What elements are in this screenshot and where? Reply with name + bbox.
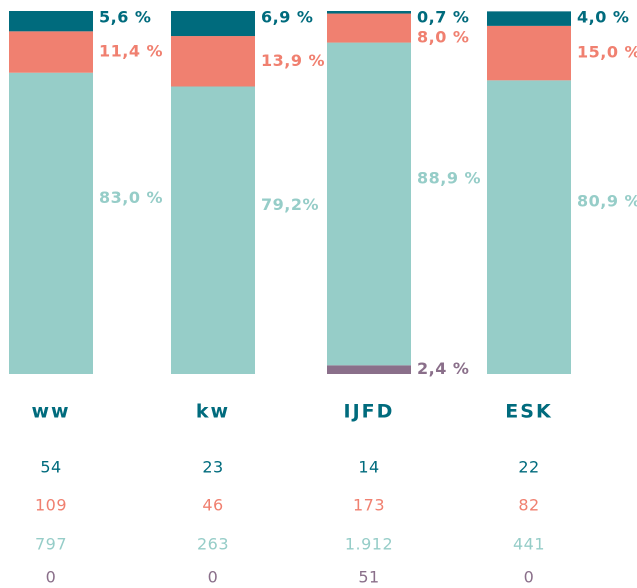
count-label: 0	[208, 568, 219, 587]
count-label: 1.912	[345, 535, 393, 554]
count-label: 263	[197, 535, 229, 554]
value-label: 83,0 %	[99, 188, 163, 207]
count-label: 797	[35, 535, 67, 554]
bar-segment	[327, 13, 411, 43]
value-label: 80,9 %	[577, 192, 637, 211]
count-label: 14	[358, 458, 379, 477]
value-label: 13,9 %	[261, 51, 325, 70]
category-label: ww	[31, 401, 70, 423]
value-label: 6,9 %	[261, 8, 313, 27]
value-label: 0,7 %	[417, 8, 469, 27]
bar-segment	[487, 80, 571, 374]
value-label: 88,9 %	[417, 168, 481, 187]
count-label: 22	[518, 458, 539, 477]
value-label: 8,0 %	[417, 28, 469, 47]
category-label: IJFD	[344, 401, 395, 423]
bar-segment	[327, 11, 411, 14]
count-label: 46	[202, 496, 223, 515]
count-label: 441	[513, 535, 545, 554]
category-label: ESK	[505, 401, 552, 423]
category-label: kw	[196, 401, 230, 423]
bar-segment	[171, 11, 255, 37]
bar-segment	[327, 365, 411, 374]
count-label: 109	[35, 496, 67, 515]
bar-segment	[487, 25, 571, 81]
bar-segment	[9, 72, 93, 375]
bar-segment	[9, 11, 93, 32]
value-label: 79,2%	[261, 195, 319, 214]
count-label: 51	[358, 568, 379, 587]
bar-segment	[9, 31, 93, 73]
count-label: 173	[353, 496, 385, 515]
bar-segment	[487, 11, 571, 26]
value-label: 2,4 %	[417, 359, 469, 378]
count-label: 23	[202, 458, 223, 477]
count-label: 54	[40, 458, 61, 477]
count-label: 82	[518, 496, 539, 515]
value-label: 11,4 %	[99, 42, 163, 61]
count-label: 0	[46, 568, 57, 587]
bar-segment	[171, 86, 255, 374]
value-label: 15,0 %	[577, 43, 637, 62]
value-label: 4,0 %	[577, 8, 629, 27]
count-label: 0	[524, 568, 535, 587]
bar-segment	[327, 42, 411, 366]
bar-segment	[171, 36, 255, 87]
value-label: 5,6 %	[99, 8, 151, 27]
